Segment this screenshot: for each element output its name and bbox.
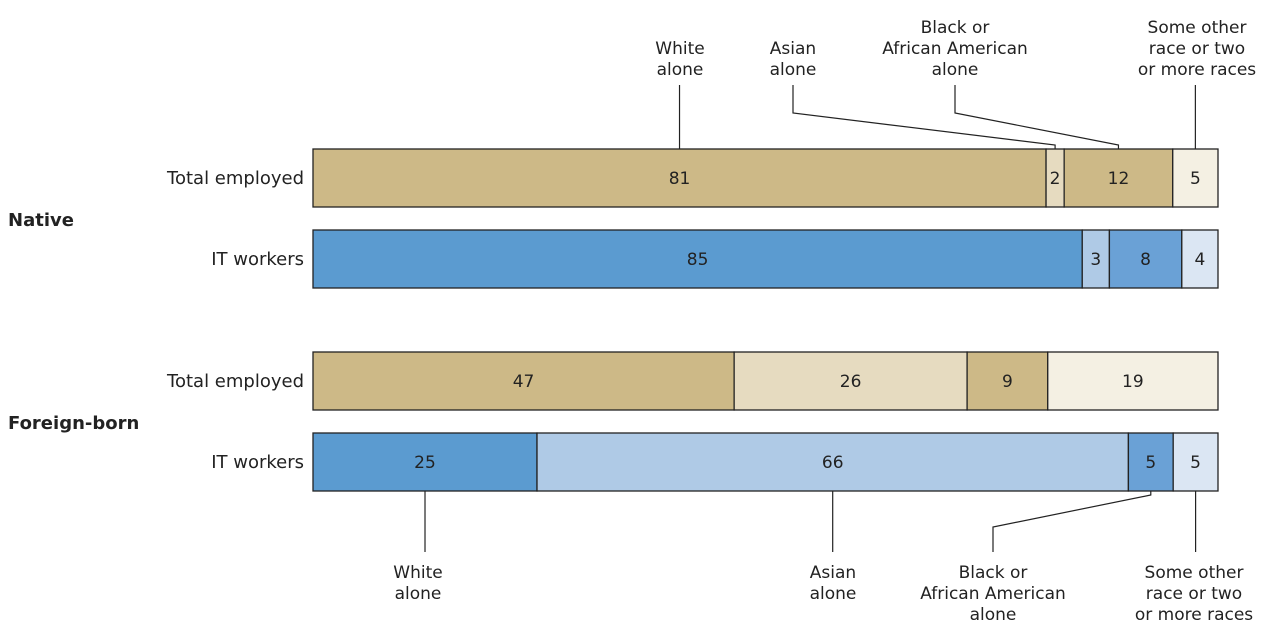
category-label-bottom-some-other-race-or-two-or-more-races-line-3: or more races bbox=[1135, 605, 1253, 625]
bar-native-total-employed-white-alone bbox=[312, 148, 1047, 208]
bar-foreign-born-total-employed-asian-alone bbox=[733, 351, 968, 411]
value-label-native-total-employed-white-alone: 81 bbox=[669, 169, 691, 189]
group-label-native: Native bbox=[8, 210, 74, 231]
value-label-native-it-workers-black-or-african-american-alone: 8 bbox=[1140, 250, 1151, 270]
value-label-foreign-born-total-employed-white-alone: 47 bbox=[513, 372, 535, 392]
category-label-top-black-or-african-american-alone-line-3: alone bbox=[932, 60, 979, 80]
category-label-top-white-alone-line-1: White bbox=[655, 39, 704, 59]
bar-foreign-born-total-employed-white-alone bbox=[312, 351, 735, 411]
value-label-foreign-born-it-workers-white-alone: 25 bbox=[414, 453, 436, 473]
group-label-foreign-born: Foreign-born bbox=[8, 413, 139, 434]
category-label-top-some-other-race-or-two-or-more-races-line-1: Some other bbox=[1148, 18, 1247, 38]
row-label-native-total-employed: Total employed bbox=[166, 168, 304, 189]
bar-foreign-born-it-workers-some-other-race-or-two-or-more-races bbox=[1172, 432, 1219, 492]
category-label-bottom-asian-alone-line-1: Asian bbox=[810, 563, 856, 583]
category-label-bottom-asian-alone-line-2: alone bbox=[810, 584, 857, 604]
row-label-foreign-born-it-workers: IT workers bbox=[211, 452, 304, 473]
value-label-native-it-workers-some-other-race-or-two-or-more-races: 4 bbox=[1194, 250, 1205, 270]
bar-native-it-workers-white-alone bbox=[312, 229, 1083, 289]
value-label-foreign-born-total-employed-asian-alone: 26 bbox=[840, 372, 862, 392]
leader-line-top-black-or-african-american-alone bbox=[954, 85, 1120, 149]
bar-native-it-workers-asian-alone bbox=[1081, 229, 1111, 289]
category-label-bottom-black-or-african-american-alone-line-3: alone bbox=[970, 605, 1017, 625]
value-label-native-it-workers-white-alone: 85 bbox=[687, 250, 709, 270]
bar-native-total-employed-some-other-race-or-two-or-more-races bbox=[1172, 148, 1219, 208]
category-label-bottom-some-other-race-or-two-or-more-races-line-1: Some other bbox=[1145, 563, 1244, 583]
row-label-foreign-born-total-employed: Total employed bbox=[166, 371, 304, 392]
category-label-bottom-some-other-race-or-two-or-more-races-line-2: race or two bbox=[1146, 584, 1242, 604]
bar-foreign-born-it-workers-white-alone bbox=[312, 432, 538, 492]
value-label-native-total-employed-asian-alone: 2 bbox=[1050, 169, 1061, 189]
value-label-native-it-workers-asian-alone: 3 bbox=[1090, 250, 1101, 270]
row-label-native-it-workers: IT workers bbox=[211, 249, 304, 270]
category-label-top-some-other-race-or-two-or-more-races-line-3: or more races bbox=[1138, 60, 1256, 80]
bar-foreign-born-it-workers-black-or-african-american-alone bbox=[1127, 432, 1174, 492]
value-label-foreign-born-it-workers-some-other-race-or-two-or-more-races: 5 bbox=[1190, 453, 1201, 473]
leader-line-bottom-black-or-african-american-alone bbox=[992, 491, 1152, 552]
category-label-top-asian-alone-line-2: alone bbox=[770, 60, 817, 80]
value-label-foreign-born-total-employed-black-or-african-american-alone: 9 bbox=[1002, 372, 1013, 392]
value-label-foreign-born-it-workers-asian-alone: 66 bbox=[822, 453, 844, 473]
category-label-bottom-white-alone-line-1: White bbox=[393, 563, 442, 583]
value-label-native-total-employed-black-or-african-american-alone: 12 bbox=[1108, 169, 1130, 189]
category-label-top-black-or-african-american-alone-line-1: Black or bbox=[921, 18, 990, 38]
category-label-bottom-white-alone-line-2: alone bbox=[395, 584, 442, 604]
value-label-foreign-born-it-workers-black-or-african-american-alone: 5 bbox=[1145, 453, 1156, 473]
category-label-top-black-or-african-american-alone-line-2: African American bbox=[882, 39, 1028, 59]
bar-foreign-born-it-workers-asian-alone bbox=[536, 432, 1130, 492]
value-label-foreign-born-total-employed-some-other-race-or-two-or-more-races: 19 bbox=[1122, 372, 1144, 392]
bar-foreign-born-total-employed-black-or-african-american-alone bbox=[966, 351, 1049, 411]
value-label-native-total-employed-some-other-race-or-two-or-more-races: 5 bbox=[1190, 169, 1201, 189]
bar-foreign-born-total-employed-some-other-race-or-two-or-more-races bbox=[1047, 351, 1219, 411]
bar-native-it-workers-black-or-african-american-alone bbox=[1108, 229, 1183, 289]
category-label-top-white-alone-line-2: alone bbox=[657, 60, 704, 80]
bar-native-it-workers-some-other-race-or-two-or-more-races bbox=[1181, 229, 1219, 289]
category-label-top-some-other-race-or-two-or-more-races-line-2: race or two bbox=[1149, 39, 1245, 59]
category-label-bottom-black-or-african-american-alone-line-1: Black or bbox=[959, 563, 1028, 583]
leader-line-top-asian-alone bbox=[792, 85, 1056, 149]
category-label-bottom-black-or-african-american-alone-line-2: African American bbox=[920, 584, 1066, 604]
category-label-top-asian-alone-line-1: Asian bbox=[770, 39, 816, 59]
